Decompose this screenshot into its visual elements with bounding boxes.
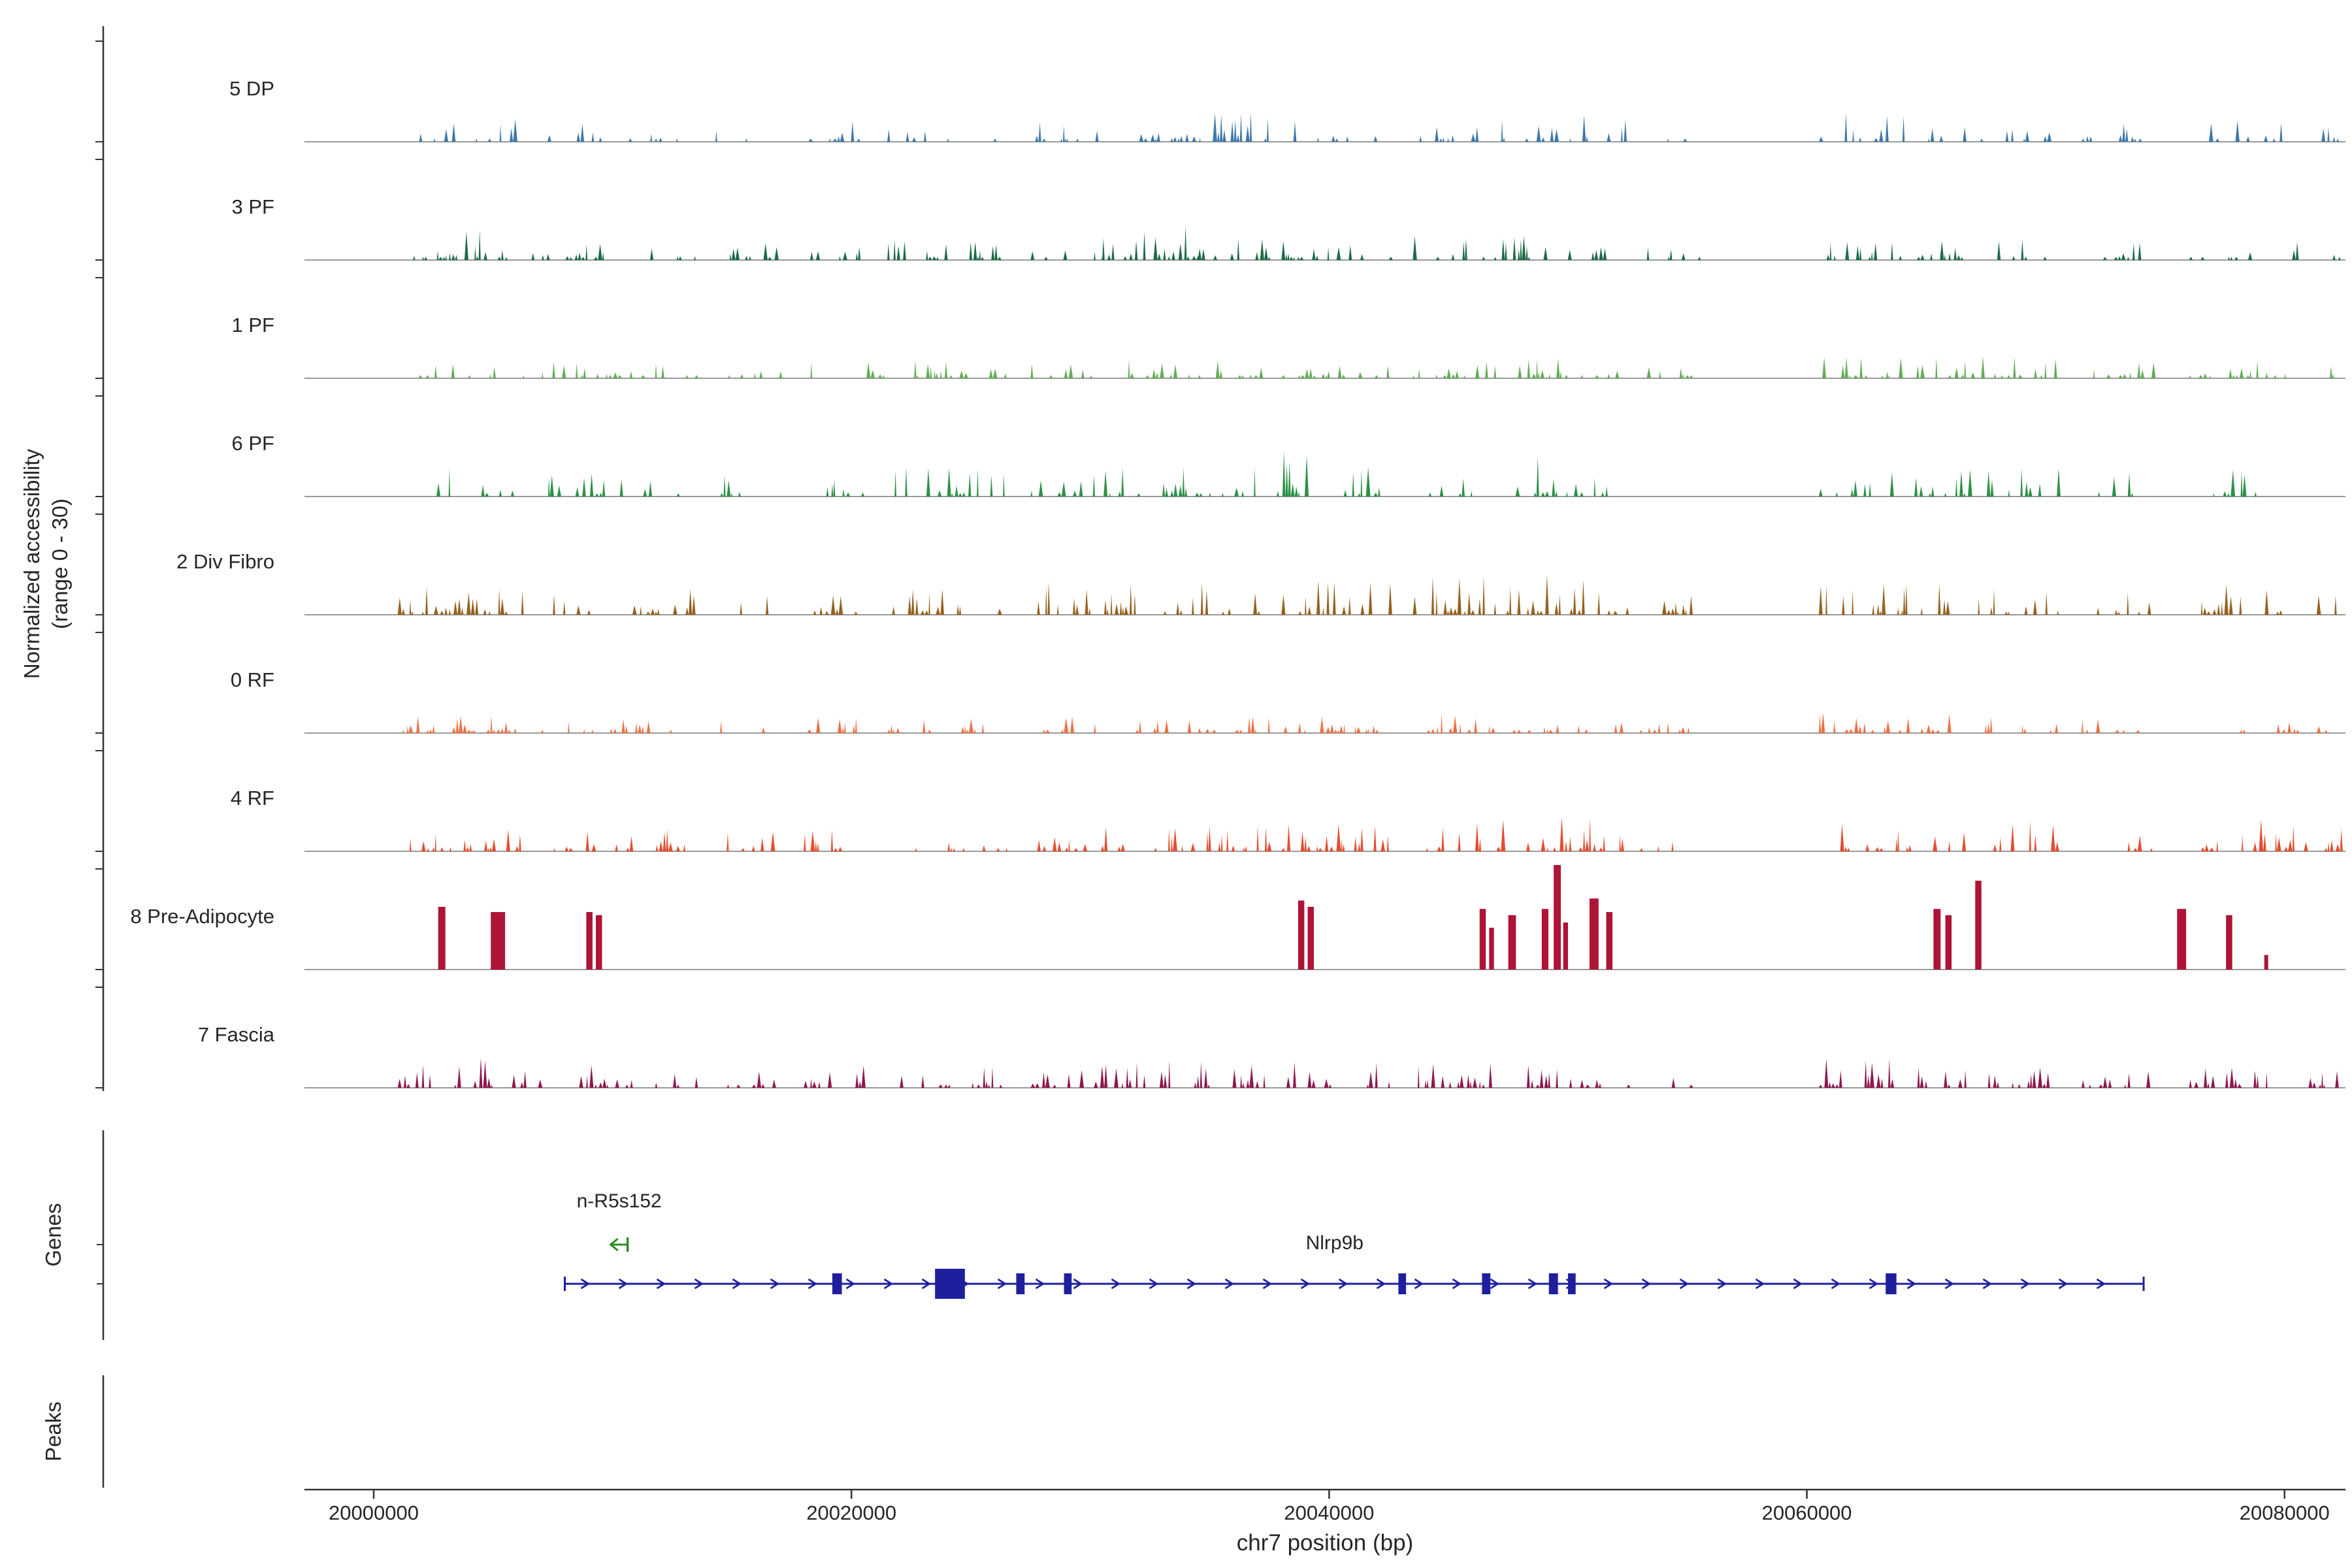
gene-exon — [832, 1273, 842, 1294]
x-axis-tick-label: 20060000 — [1761, 1501, 1852, 1524]
gene-exon — [1064, 1273, 1072, 1294]
track-label: 8 Pre-Adipocyte — [130, 905, 274, 928]
gene-exon — [1398, 1273, 1407, 1294]
gene-strand-arrow-left — [609, 1237, 619, 1252]
track-label: 7 Fascia — [197, 1023, 274, 1046]
track-label: 3 PF — [231, 195, 274, 218]
track-signal-6-pf — [436, 451, 2257, 497]
x-axis-tick-label: 20020000 — [806, 1501, 897, 1524]
track-signal-5-dp — [419, 112, 2339, 142]
gene-exon — [1482, 1273, 1491, 1294]
track-signal-1-pf — [418, 356, 2334, 378]
track-label: 0 RF — [230, 668, 274, 691]
track-signal-2-div-fibro — [397, 574, 2337, 615]
track-label: 4 RF — [230, 787, 274, 809]
gene-exon — [1567, 1273, 1576, 1294]
track-signal-8-pre-adipocyte — [438, 865, 2268, 970]
gene-exon — [935, 1269, 965, 1299]
x-axis-tick-label: 20000000 — [329, 1501, 419, 1524]
gene-exon — [1016, 1273, 1025, 1294]
track-label: 1 PF — [231, 314, 274, 336]
gene-label-small: n-R5s152 — [576, 1190, 662, 1212]
track-signal-0-rf — [402, 713, 2328, 733]
track-signal-7-fascia — [397, 1057, 2339, 1088]
x-axis-tick-label: 20040000 — [1284, 1501, 1375, 1524]
gene-label-nlrp9b: Nlrp9b — [1305, 1232, 1364, 1254]
track-signal-4-rf — [409, 817, 2343, 851]
gene-exon — [1886, 1273, 1897, 1294]
track-label: 2 Div Fibro — [176, 550, 274, 573]
x-axis-tick-label: 20080000 — [2239, 1501, 2330, 1524]
gene-exon — [1548, 1273, 1558, 1294]
gene-strand-arrows-right — [580, 1278, 2106, 1290]
peaks-section-label: Peaks — [41, 1401, 65, 1462]
track-label: 6 PF — [231, 432, 274, 455]
track-signal-3-pf — [413, 226, 2341, 260]
track-label: 5 DP — [229, 77, 274, 100]
x-axis-title: chr7 position (bp) — [1236, 1530, 1414, 1556]
